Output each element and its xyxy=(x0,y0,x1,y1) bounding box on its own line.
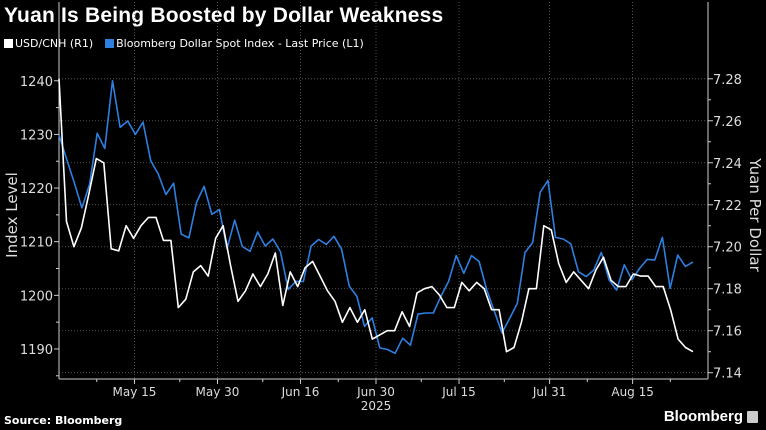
brand-name: Bloomberg xyxy=(663,408,743,425)
x-tick-label: Jul 31 xyxy=(532,385,567,399)
source-note: Source: Bloomberg xyxy=(4,414,123,427)
right-tick-label: 7.24 xyxy=(713,157,742,172)
right-tick-label: 7.18 xyxy=(713,283,742,298)
left-tick-label: 1210 xyxy=(20,236,53,251)
bloomberg-logo: Bloomberg xyxy=(664,408,758,425)
right-tick-label: 7.22 xyxy=(713,199,742,214)
bloomberg-terminal-icon xyxy=(747,410,758,423)
x-tick-label: Jun 30 xyxy=(356,385,395,399)
left-tick-label: 1190 xyxy=(20,343,53,358)
legend-swatch-dollar-index xyxy=(105,39,115,48)
right-tick-label: 7.26 xyxy=(713,115,742,130)
left-tick-label: 1240 xyxy=(20,75,53,90)
x-tick-label: May 30 xyxy=(196,385,240,399)
right-tick-label: 7.14 xyxy=(713,367,742,382)
right-tick-label: 7.16 xyxy=(713,325,742,340)
legend-label-usdcnh: USD/CNH (R1) xyxy=(15,37,94,50)
series-line-usdcnh xyxy=(58,78,694,353)
legend: USD/CNH (R1) Bloomberg Dollar Spot Index… xyxy=(4,37,372,50)
x-year-label: 2025 xyxy=(361,399,392,413)
legend-item-dollar-index: Bloomberg Dollar Spot Index - Last Price… xyxy=(105,37,364,50)
x-tick-label: Aug 15 xyxy=(611,385,654,399)
x-tick-label: May 15 xyxy=(113,385,157,399)
series-line-dollar-index xyxy=(58,80,694,355)
legend-swatch-usdcnh xyxy=(4,39,13,48)
right-tick-label: 7.28 xyxy=(713,73,742,88)
left-axis-label: Index Level xyxy=(3,172,21,258)
x-tick-label: Jul 15 xyxy=(441,385,476,399)
legend-item-usdcnh: USD/CNH (R1) xyxy=(4,37,93,50)
left-tick-label: 1220 xyxy=(20,182,53,197)
x-tick-label: Jun 16 xyxy=(281,385,320,399)
right-tick-label: 7.20 xyxy=(713,241,742,256)
left-tick-label: 1200 xyxy=(20,289,53,304)
legend-label-dollar-index: Bloomberg Dollar Spot Index - Last Price… xyxy=(116,37,364,50)
chart-title: Yuan Is Being Boosted by Dollar Weakness xyxy=(4,4,444,27)
right-axis-label: Yuan Per Dollar xyxy=(746,157,764,272)
left-tick-label: 1230 xyxy=(20,128,53,143)
